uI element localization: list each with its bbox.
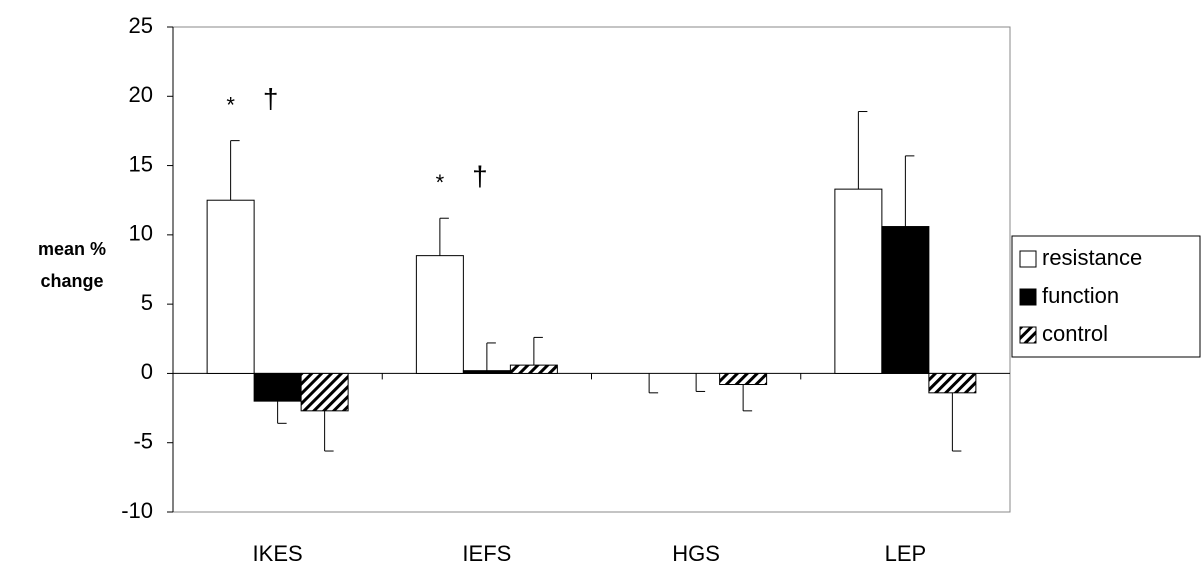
legend-box <box>1011 235 1201 358</box>
bar <box>415 255 464 374</box>
x-tick-label: HGS <box>672 541 720 566</box>
annotation: * <box>436 170 445 195</box>
bar <box>300 372 349 412</box>
x-tick-label: LEP <box>885 541 927 566</box>
y-tick-label: 5 <box>141 290 153 315</box>
bar <box>881 226 930 374</box>
legend-swatch <box>1019 288 1037 306</box>
bar <box>928 372 977 394</box>
bar <box>206 199 255 374</box>
y-tick-label: -10 <box>121 498 153 523</box>
y-tick-label: 10 <box>129 221 153 246</box>
annotation: † <box>263 83 279 114</box>
legend-swatch <box>1019 250 1037 268</box>
legend-label: function <box>1042 283 1119 308</box>
bar <box>719 372 768 386</box>
x-tick-label: IKES <box>253 541 303 566</box>
legend-label: control <box>1042 321 1108 346</box>
y-tick-label: 25 <box>129 13 153 38</box>
legend-label: resistance <box>1042 245 1142 270</box>
legend-swatch <box>1019 326 1037 344</box>
y-tick-label: 0 <box>141 359 153 384</box>
y-axis-label: change <box>40 271 103 291</box>
annotation: † <box>472 161 488 192</box>
y-tick-label: -5 <box>133 429 153 454</box>
bar <box>834 188 883 374</box>
y-axis-label: mean % <box>38 239 106 259</box>
bar <box>253 372 302 402</box>
y-tick-label: 20 <box>129 82 153 107</box>
x-tick-label: IEFS <box>462 541 511 566</box>
y-tick-label: 15 <box>129 151 153 176</box>
bar <box>462 370 511 374</box>
bar <box>509 364 558 374</box>
annotation: * <box>226 92 235 117</box>
